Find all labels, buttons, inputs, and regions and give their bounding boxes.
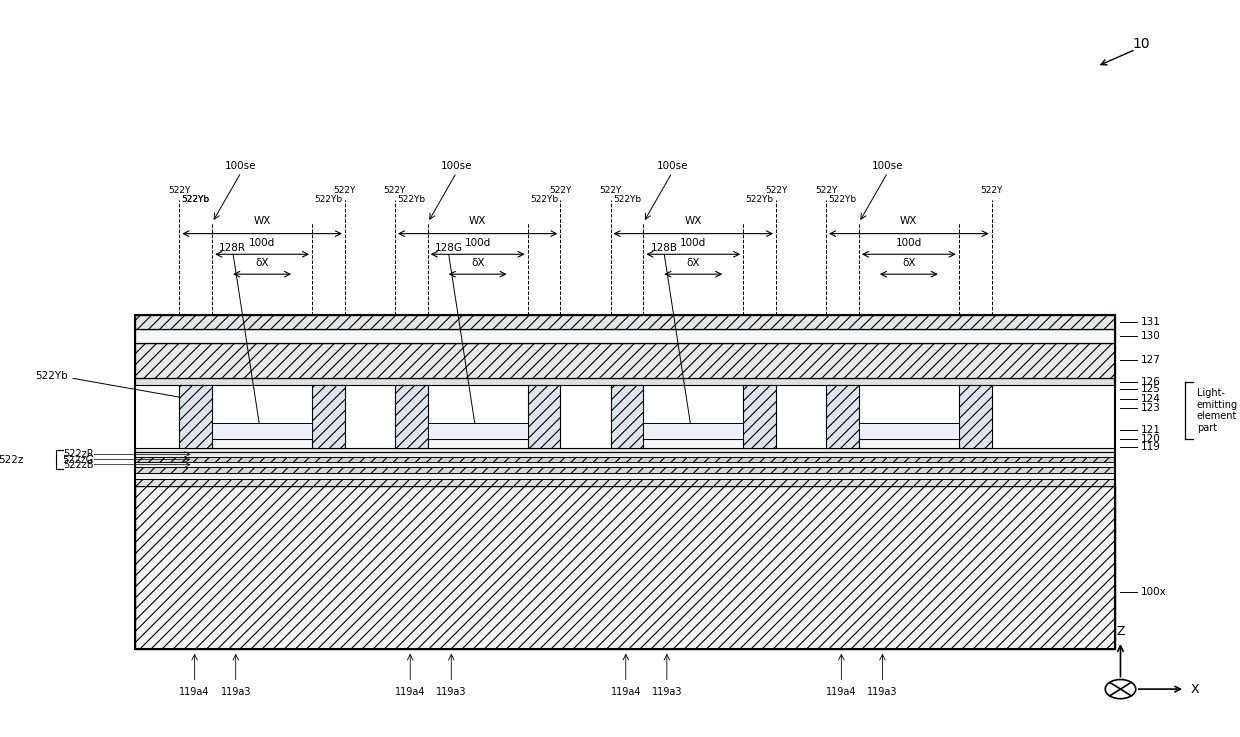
Bar bbox=[212, 439, 312, 448]
Text: 119a4: 119a4 bbox=[610, 687, 641, 697]
Text: 128R: 128R bbox=[219, 243, 247, 254]
Text: 119a4: 119a4 bbox=[396, 687, 425, 697]
Text: 522Y: 522Y bbox=[981, 186, 1003, 195]
Bar bbox=[135, 315, 1115, 329]
Text: 522Yb: 522Yb bbox=[314, 195, 342, 204]
Text: δX: δX bbox=[471, 257, 485, 268]
Text: 100se: 100se bbox=[440, 161, 472, 171]
Text: 120: 120 bbox=[1141, 434, 1161, 444]
Bar bbox=[135, 343, 1115, 378]
Text: 522Yb: 522Yb bbox=[613, 195, 641, 204]
Text: δX: δX bbox=[901, 257, 915, 268]
Bar bbox=[959, 385, 992, 448]
Bar bbox=[826, 385, 859, 448]
Text: 522z: 522z bbox=[0, 455, 24, 464]
Text: 522Y: 522Y bbox=[383, 186, 407, 195]
Text: 10: 10 bbox=[1132, 38, 1149, 51]
Text: 100d: 100d bbox=[249, 237, 275, 248]
Text: 522Yb: 522Yb bbox=[182, 195, 210, 204]
Bar bbox=[135, 448, 1115, 452]
Text: 522Yb: 522Yb bbox=[35, 371, 68, 382]
Text: 522Y: 522Y bbox=[599, 186, 621, 195]
Text: 522Yb: 522Yb bbox=[397, 195, 425, 204]
Bar bbox=[859, 423, 959, 439]
Bar bbox=[135, 329, 1115, 343]
Text: 121: 121 bbox=[1141, 425, 1161, 435]
Text: 119a3: 119a3 bbox=[221, 687, 250, 697]
Text: 522Y: 522Y bbox=[815, 186, 837, 195]
Text: 522Yb: 522Yb bbox=[529, 195, 558, 204]
Text: 119a4: 119a4 bbox=[826, 687, 857, 697]
Text: X: X bbox=[1190, 682, 1199, 696]
Text: 125: 125 bbox=[1141, 384, 1161, 394]
Text: WX: WX bbox=[253, 216, 270, 226]
Text: 100d: 100d bbox=[680, 237, 707, 248]
Text: 522zG: 522zG bbox=[62, 455, 94, 464]
Bar bbox=[135, 467, 1115, 473]
Text: Light-
emitting
element
part: Light- emitting element part bbox=[1197, 388, 1238, 433]
Bar bbox=[135, 473, 1115, 479]
Text: 100d: 100d bbox=[465, 237, 491, 248]
Text: 100x: 100x bbox=[1141, 587, 1166, 597]
Text: 128G: 128G bbox=[434, 243, 463, 254]
Bar bbox=[644, 423, 743, 439]
Text: WX: WX bbox=[469, 216, 486, 226]
Bar bbox=[428, 439, 527, 448]
Text: 119: 119 bbox=[1141, 442, 1161, 453]
Text: 522zB: 522zB bbox=[63, 460, 94, 469]
Text: 100se: 100se bbox=[872, 161, 904, 171]
Text: 130: 130 bbox=[1141, 331, 1161, 341]
Text: 131: 131 bbox=[1141, 317, 1161, 327]
Text: 100d: 100d bbox=[895, 237, 923, 248]
Bar bbox=[610, 385, 644, 448]
Bar bbox=[135, 452, 1115, 457]
Text: 522Y: 522Y bbox=[334, 186, 356, 195]
Bar bbox=[135, 315, 1115, 649]
Text: 522Yb: 522Yb bbox=[182, 195, 210, 204]
Text: 522Yb: 522Yb bbox=[745, 195, 774, 204]
Text: 100se: 100se bbox=[226, 161, 257, 171]
Text: 128B: 128B bbox=[651, 243, 677, 254]
Text: 126: 126 bbox=[1141, 377, 1161, 387]
Text: WX: WX bbox=[900, 216, 918, 226]
Text: δX: δX bbox=[255, 257, 269, 268]
Bar bbox=[644, 439, 743, 448]
Text: 522Y: 522Y bbox=[169, 186, 191, 195]
Text: 119a3: 119a3 bbox=[651, 687, 682, 697]
Bar bbox=[135, 462, 1115, 467]
Bar bbox=[135, 486, 1115, 649]
Text: 522Yb: 522Yb bbox=[828, 195, 857, 204]
Bar bbox=[135, 378, 1115, 385]
Text: 124: 124 bbox=[1141, 394, 1161, 404]
Bar bbox=[396, 385, 428, 448]
Text: 119a3: 119a3 bbox=[867, 687, 898, 697]
Bar bbox=[180, 385, 212, 448]
Bar bbox=[135, 479, 1115, 486]
Text: 522Y: 522Y bbox=[549, 186, 572, 195]
Bar bbox=[859, 439, 959, 448]
Text: 522zR: 522zR bbox=[63, 450, 94, 459]
Bar bbox=[527, 385, 560, 448]
Text: 119a4: 119a4 bbox=[180, 687, 210, 697]
Text: 100se: 100se bbox=[656, 161, 688, 171]
Bar bbox=[428, 423, 527, 439]
Text: 127: 127 bbox=[1141, 355, 1161, 366]
Text: 119a3: 119a3 bbox=[436, 687, 466, 697]
Bar bbox=[312, 385, 345, 448]
Text: Z: Z bbox=[1116, 624, 1125, 638]
Text: WX: WX bbox=[684, 216, 702, 226]
Text: 522Y: 522Y bbox=[765, 186, 787, 195]
Bar bbox=[135, 457, 1115, 462]
Text: δX: δX bbox=[687, 257, 701, 268]
Bar bbox=[212, 423, 312, 439]
Bar bbox=[743, 385, 776, 448]
Text: 123: 123 bbox=[1141, 402, 1161, 413]
